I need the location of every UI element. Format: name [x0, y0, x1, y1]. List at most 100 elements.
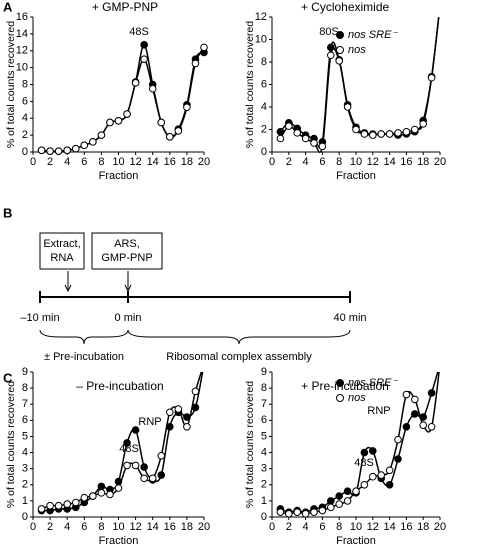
data-point [37, 146, 46, 155]
chart-title: – Pre-incubation [76, 379, 163, 393]
data-point [360, 480, 369, 489]
legend-marker [336, 394, 344, 402]
data-point [385, 480, 394, 489]
data-point [369, 472, 377, 481]
data-point [166, 133, 174, 141]
data-point [63, 500, 71, 508]
data-point [402, 422, 411, 431]
plot-area [37, 372, 204, 515]
legend-label: nos SRE⁻ [348, 29, 398, 41]
x-tick-label: 0 [30, 156, 36, 168]
x-tick-label: 6 [81, 156, 87, 168]
y-tick-label: 16 [16, 11, 28, 23]
chart-title: + GMP-PNP [92, 0, 158, 14]
data-point [123, 110, 131, 118]
data-point [106, 118, 114, 127]
data-point [411, 395, 419, 404]
y-tick-label: 8 [22, 382, 28, 394]
x-tick-label: 12 [129, 156, 141, 168]
x-tick-label: 16 [400, 521, 412, 533]
x-tick-label: 10 [350, 521, 362, 533]
box [91, 232, 163, 270]
data-point [437, 2, 444, 9]
annotation: RNP [367, 405, 390, 417]
data-point [385, 130, 394, 138]
x-tick-label: 4 [64, 156, 70, 168]
y-tick-label: 0 [22, 511, 28, 523]
y-tick-label: 4 [261, 446, 267, 458]
x-axis-label: Fraction [336, 535, 376, 547]
data-point [327, 497, 335, 505]
x-tick-label: 20 [198, 521, 210, 533]
timeline-diagram [39, 232, 351, 345]
data-point [148, 84, 157, 93]
data-point [394, 129, 402, 137]
panel-label: C [3, 370, 13, 385]
box-text: RNA [50, 252, 74, 264]
data-point [343, 487, 352, 496]
data-point [301, 134, 310, 143]
x-tick-label: 8 [336, 521, 342, 533]
data-point [352, 125, 360, 134]
data-point [318, 142, 327, 151]
data-point [140, 463, 148, 471]
data-point [411, 410, 419, 418]
y-tick-label: 5 [261, 430, 267, 442]
legend-label: nos SRE⁻ [348, 377, 398, 389]
x-tick-label: 18 [417, 156, 429, 168]
box-text: GMP-PNP [101, 252, 152, 264]
box-text: ARS, [114, 238, 140, 250]
y-tick-label: 0 [22, 146, 28, 158]
data-point [327, 43, 335, 52]
data-point [427, 73, 436, 82]
y-tick-label: 1 [261, 495, 267, 507]
x-tick-label: 6 [319, 156, 325, 168]
data-point [183, 103, 191, 112]
data-point [166, 408, 174, 417]
data-point [37, 505, 46, 513]
data-point [54, 501, 63, 510]
data-point [191, 387, 200, 396]
data-point [114, 116, 123, 125]
time-label: –10 min [20, 312, 59, 324]
x-tick-label: 12 [367, 521, 379, 533]
y-tick-label: 2 [22, 129, 28, 141]
data-point [402, 127, 411, 136]
data-point [174, 127, 183, 135]
plot-area [276, 372, 440, 518]
annotation: 48S [354, 457, 374, 469]
data-point [157, 451, 166, 460]
y-axis-label: % of total counts recovered [244, 381, 256, 508]
x-tick-label: 0 [30, 521, 36, 533]
y-tick-label: 6 [22, 95, 28, 107]
y-tick-label: 1 [22, 495, 28, 507]
chart-title: + Cycloheximide [301, 0, 390, 14]
data-point [427, 389, 436, 397]
x-tick-label: 20 [434, 156, 446, 168]
y-tick-label: 0 [261, 511, 267, 523]
data-point [276, 508, 285, 516]
data-point [63, 146, 71, 155]
data-point [131, 426, 140, 434]
legend-marker [336, 31, 344, 39]
x-tick-label: 6 [319, 521, 325, 533]
brace [127, 329, 351, 345]
data-point [360, 130, 369, 138]
y-tick-label: 5 [22, 430, 28, 442]
phase-label: ± Pre-incubation [44, 351, 124, 363]
annotation: RNP [138, 416, 161, 428]
data-point [310, 139, 318, 147]
data-point [377, 130, 386, 138]
x-axis-label: Fraction [99, 170, 139, 182]
x-tick-label: 18 [181, 156, 193, 168]
data-point [46, 147, 54, 155]
series-line [41, 46, 205, 153]
data-point [335, 57, 344, 65]
x-tick-label: 18 [417, 521, 429, 533]
brace [39, 329, 129, 345]
data-point [71, 498, 80, 507]
data-point [166, 422, 174, 431]
phase-label: Ribosomal complex assembly [166, 351, 312, 363]
x-tick-label: 8 [98, 521, 104, 533]
